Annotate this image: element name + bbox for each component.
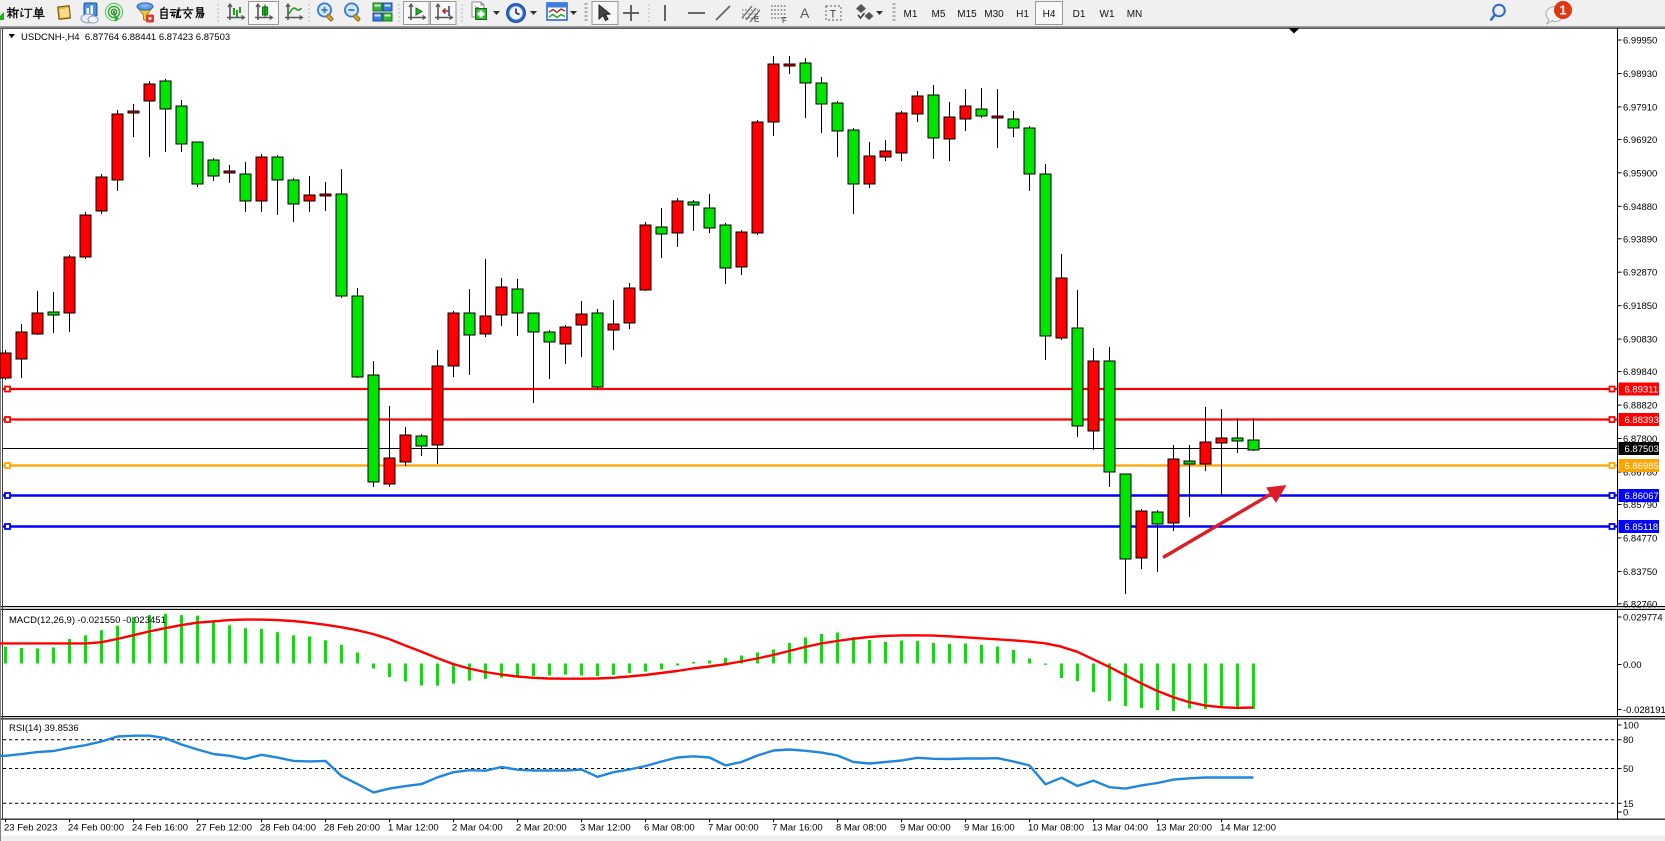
svg-text:T: T bbox=[830, 9, 837, 21]
svg-text:9 Mar 00:00: 9 Mar 00:00 bbox=[900, 823, 951, 834]
svg-text:13 Mar 04:00: 13 Mar 04:00 bbox=[1092, 823, 1148, 834]
svg-text:W1: W1 bbox=[1100, 9, 1115, 20]
svg-text:F: F bbox=[782, 16, 787, 25]
svg-text:6.93890: 6.93890 bbox=[1623, 234, 1657, 245]
svg-text:6.92870: 6.92870 bbox=[1623, 268, 1657, 279]
svg-text:7 Mar 16:00: 7 Mar 16:00 bbox=[772, 823, 823, 834]
svg-text:6.97910: 6.97910 bbox=[1623, 102, 1657, 113]
svg-text:USDCNH-,H4 6.87764 6.88441 6.: USDCNH-,H4 6.87764 6.88441 6.87423 6.875… bbox=[21, 32, 230, 43]
svg-text:24 Feb 00:00: 24 Feb 00:00 bbox=[68, 823, 124, 834]
svg-text:D1: D1 bbox=[1073, 9, 1086, 20]
svg-text:6.88393: 6.88393 bbox=[1625, 415, 1659, 426]
svg-text:23 Feb 2023: 23 Feb 2023 bbox=[4, 823, 57, 834]
svg-text:100: 100 bbox=[1623, 721, 1639, 732]
svg-text:M30: M30 bbox=[984, 9, 1004, 20]
svg-text:6.90830: 6.90830 bbox=[1623, 335, 1657, 346]
svg-text:6.82760: 6.82760 bbox=[1623, 599, 1657, 610]
svg-text:6.85790: 6.85790 bbox=[1623, 500, 1657, 511]
svg-text:6.95900: 6.95900 bbox=[1623, 168, 1657, 179]
svg-text:6.84770: 6.84770 bbox=[1623, 533, 1657, 544]
svg-text:6.87800: 6.87800 bbox=[1623, 434, 1657, 445]
svg-text:6.89840: 6.89840 bbox=[1623, 367, 1657, 378]
svg-text:M15: M15 bbox=[957, 9, 977, 20]
svg-text:7 Mar 00:00: 7 Mar 00:00 bbox=[708, 823, 759, 834]
svg-text:-0.028191: -0.028191 bbox=[1623, 705, 1665, 716]
svg-text:8 Mar 08:00: 8 Mar 08:00 bbox=[836, 823, 887, 834]
svg-text:6.86985: 6.86985 bbox=[1625, 461, 1659, 472]
svg-text:6.98930: 6.98930 bbox=[1623, 69, 1657, 80]
svg-text:6.99950: 6.99950 bbox=[1623, 36, 1657, 47]
svg-text:27 Feb 12:00: 27 Feb 12:00 bbox=[196, 823, 252, 834]
svg-text:H1: H1 bbox=[1016, 9, 1029, 20]
svg-text:2 Mar 04:00: 2 Mar 04:00 bbox=[452, 823, 503, 834]
svg-text:80: 80 bbox=[1623, 735, 1634, 746]
svg-text:0: 0 bbox=[1623, 808, 1628, 819]
svg-text:6.89311: 6.89311 bbox=[1625, 385, 1659, 396]
svg-text:9 Mar 16:00: 9 Mar 16:00 bbox=[964, 823, 1015, 834]
svg-text:M1: M1 bbox=[904, 9, 918, 20]
svg-text:M5: M5 bbox=[932, 9, 946, 20]
svg-text:0.00: 0.00 bbox=[1623, 660, 1642, 671]
svg-text:MN: MN bbox=[1127, 9, 1143, 20]
svg-text:13 Mar 20:00: 13 Mar 20:00 bbox=[1156, 823, 1212, 834]
svg-text:15: 15 bbox=[1623, 799, 1634, 810]
svg-text:RSI(14) 39.8536: RSI(14) 39.8536 bbox=[9, 723, 79, 734]
svg-text:2 Mar 20:00: 2 Mar 20:00 bbox=[516, 823, 567, 834]
svg-text:6.86067: 6.86067 bbox=[1625, 491, 1659, 502]
svg-text:6.96920: 6.96920 bbox=[1623, 135, 1657, 146]
svg-text:A: A bbox=[800, 5, 810, 21]
svg-text:6.85118: 6.85118 bbox=[1625, 522, 1659, 533]
svg-text:14 Mar 12:00: 14 Mar 12:00 bbox=[1220, 823, 1276, 834]
svg-text:1 Mar 12:00: 1 Mar 12:00 bbox=[388, 823, 439, 834]
svg-text:6.83750: 6.83750 bbox=[1623, 567, 1657, 578]
svg-text:3 Mar 12:00: 3 Mar 12:00 bbox=[580, 823, 631, 834]
svg-text:0.029774: 0.029774 bbox=[1623, 613, 1663, 624]
svg-text:6.88820: 6.88820 bbox=[1623, 401, 1657, 412]
svg-text:6.86780: 6.86780 bbox=[1623, 468, 1657, 479]
svg-text:MACD(12,26,9) -0.021550 -0.023: MACD(12,26,9) -0.021550 -0.023451 bbox=[9, 615, 166, 626]
svg-text:6.87503: 6.87503 bbox=[1625, 444, 1659, 455]
svg-text:6 Mar 08:00: 6 Mar 08:00 bbox=[644, 823, 695, 834]
svg-text:50: 50 bbox=[1623, 764, 1634, 775]
svg-text:6.94880: 6.94880 bbox=[1623, 202, 1657, 213]
svg-text:H4: H4 bbox=[1043, 9, 1056, 20]
svg-text:28 Feb 04:00: 28 Feb 04:00 bbox=[260, 823, 316, 834]
svg-text:6.91850: 6.91850 bbox=[1623, 301, 1657, 312]
svg-text:24 Feb 16:00: 24 Feb 16:00 bbox=[132, 823, 188, 834]
svg-text:E: E bbox=[754, 15, 759, 24]
svg-text:10 Mar 08:00: 10 Mar 08:00 bbox=[1028, 823, 1084, 834]
svg-text:1: 1 bbox=[1559, 3, 1566, 18]
svg-text:28 Feb 20:00: 28 Feb 20:00 bbox=[324, 823, 380, 834]
